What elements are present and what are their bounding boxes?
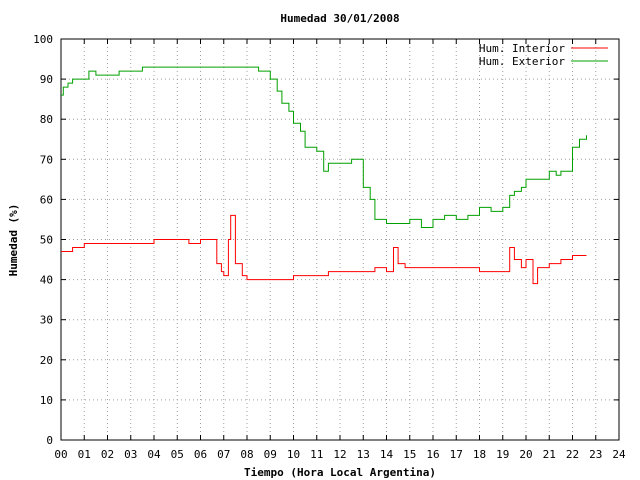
y-tick-label: 20 <box>40 354 53 367</box>
x-tick-label: 02 <box>101 448 114 461</box>
x-tick-label: 13 <box>357 448 370 461</box>
x-tick-label: 12 <box>333 448 346 461</box>
x-tick-label: 17 <box>450 448 463 461</box>
x-tick-label: 08 <box>240 448 253 461</box>
chart-title: Humedad 30/01/2008 <box>280 12 399 25</box>
x-tick-label: 00 <box>54 448 67 461</box>
y-tick-label: 60 <box>40 193 53 206</box>
x-tick-label: 03 <box>124 448 137 461</box>
x-tick-label: 11 <box>310 448 323 461</box>
x-tick-label: 01 <box>78 448 91 461</box>
y-tick-label: 90 <box>40 73 53 86</box>
y-tick-label: 0 <box>46 434 53 447</box>
x-tick-label: 04 <box>147 448 161 461</box>
x-tick-label: 10 <box>287 448 300 461</box>
y-tick-label: 30 <box>40 314 53 327</box>
y-tick-label: 70 <box>40 153 53 166</box>
x-axis-label: Tiempo (Hora Local Argentina) <box>244 466 436 479</box>
grid-lines <box>61 39 619 440</box>
x-tick-label: 06 <box>194 448 207 461</box>
series-lines <box>61 66 587 285</box>
y-tick-label: 80 <box>40 113 53 126</box>
x-tick-label: 18 <box>473 448 486 461</box>
y-tick-label: 100 <box>33 33 53 46</box>
x-tick-label: 22 <box>566 448 579 461</box>
x-tick-label: 23 <box>589 448 602 461</box>
legend-label-interior: Hum. Interior <box>479 42 565 55</box>
x-tick-label: 20 <box>519 448 532 461</box>
x-tick-label: 19 <box>496 448 509 461</box>
legend-label-exterior: Hum. Exterior <box>479 55 565 68</box>
y-tick-label: 40 <box>40 274 53 287</box>
x-tick-label: 16 <box>426 448 439 461</box>
axis-ticks: 00 01 02 03 04 05 06 07 08 09 10 11 12 13 14 15 16 17 18 19… <box>33 33 626 461</box>
y-axis-label: Humedad (%) <box>7 204 20 277</box>
x-tick-label: 21 <box>543 448 556 461</box>
x-tick-label: 14 <box>380 448 394 461</box>
x-tick-label: 15 <box>403 448 416 461</box>
x-tick-label: 07 <box>217 448 230 461</box>
y-tick-label: 10 <box>40 394 53 407</box>
series-line-exterior <box>61 66 587 228</box>
series-line-interior <box>61 214 587 285</box>
y-tick-label: 50 <box>40 234 53 247</box>
x-tick-label: 09 <box>264 448 277 461</box>
x-tick-label: 05 <box>171 448 184 461</box>
legend: Hum. Interior Hum. Exterior <box>479 42 608 68</box>
x-tick-label: 24 <box>612 448 626 461</box>
